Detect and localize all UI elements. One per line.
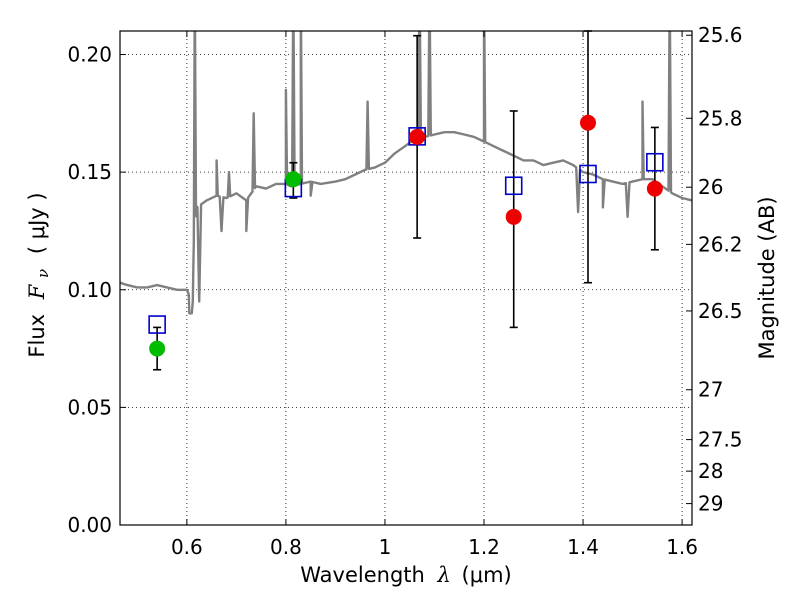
x-tick-label: 1.2 xyxy=(468,535,500,559)
green-data-point xyxy=(285,171,302,188)
x-axis-title-prefix: Wavelength xyxy=(300,563,425,587)
y-tick-label: 0.10 xyxy=(67,278,112,302)
x-axis-title: Wavelength λ (μm) xyxy=(300,563,511,587)
right-tick-label: 25.6 xyxy=(698,23,743,47)
red-data-point xyxy=(646,180,663,197)
model-square-marker xyxy=(579,164,597,184)
errorbar-layer xyxy=(153,30,659,371)
right-tick-label: 26 xyxy=(698,175,723,199)
red-data-point xyxy=(409,128,426,145)
model-square-marker xyxy=(148,315,166,334)
right-tick-label: 29 xyxy=(698,492,723,516)
right-tick-label: 25.8 xyxy=(698,106,743,130)
x-axis-title-symbol: λ xyxy=(437,563,451,587)
grid-layer xyxy=(120,31,692,526)
x-tick-label: 0.8 xyxy=(270,535,302,559)
right-tick-label: 26.5 xyxy=(698,299,743,323)
model-square-marker xyxy=(504,176,523,196)
marker-layer xyxy=(148,114,664,357)
green-data-point xyxy=(149,340,166,357)
right-tick-label: 28 xyxy=(698,459,723,483)
right-tick-label: 27 xyxy=(698,378,723,402)
right-tick-label: 26.2 xyxy=(698,232,743,256)
y-tick-label: 0.20 xyxy=(67,43,112,67)
x-tick-label: 1.4 xyxy=(567,535,599,559)
right-tick-label: 27.5 xyxy=(698,428,743,452)
plot-frame xyxy=(119,30,693,526)
y-axis-title: Flux F ν ( μJy ) xyxy=(25,192,53,357)
y-tick-label: 0.05 xyxy=(67,395,112,419)
y-tick-label: 0.00 xyxy=(67,513,112,537)
x-tick-label: 0.6 xyxy=(171,535,203,559)
spectrum-line xyxy=(120,31,692,315)
y-axis-title-subscript: ν xyxy=(34,269,52,278)
y-axis-title-symbol: F xyxy=(25,283,49,300)
x-tick-label: 1.6 xyxy=(666,535,698,559)
tick-layer: 0.6 0.8 1 1.2 1.4 1.6 0.00 0.05 0.10 0.15 0.20 25.6… xyxy=(67,23,742,559)
spectrum-layer xyxy=(120,31,692,315)
red-data-point xyxy=(505,208,522,225)
y-tick-label: 0.15 xyxy=(67,160,112,184)
red-data-point xyxy=(580,114,596,131)
right-axis-title: Magnitude (AB) xyxy=(755,196,779,359)
x-tick-label: 1 xyxy=(379,535,392,559)
y-axis-title-prefix: Flux xyxy=(25,314,49,358)
x-axis-title-unit: (μm) xyxy=(462,563,512,587)
model-square-marker xyxy=(646,152,664,172)
y-axis-title-unit: ( μJy ) xyxy=(25,192,49,254)
